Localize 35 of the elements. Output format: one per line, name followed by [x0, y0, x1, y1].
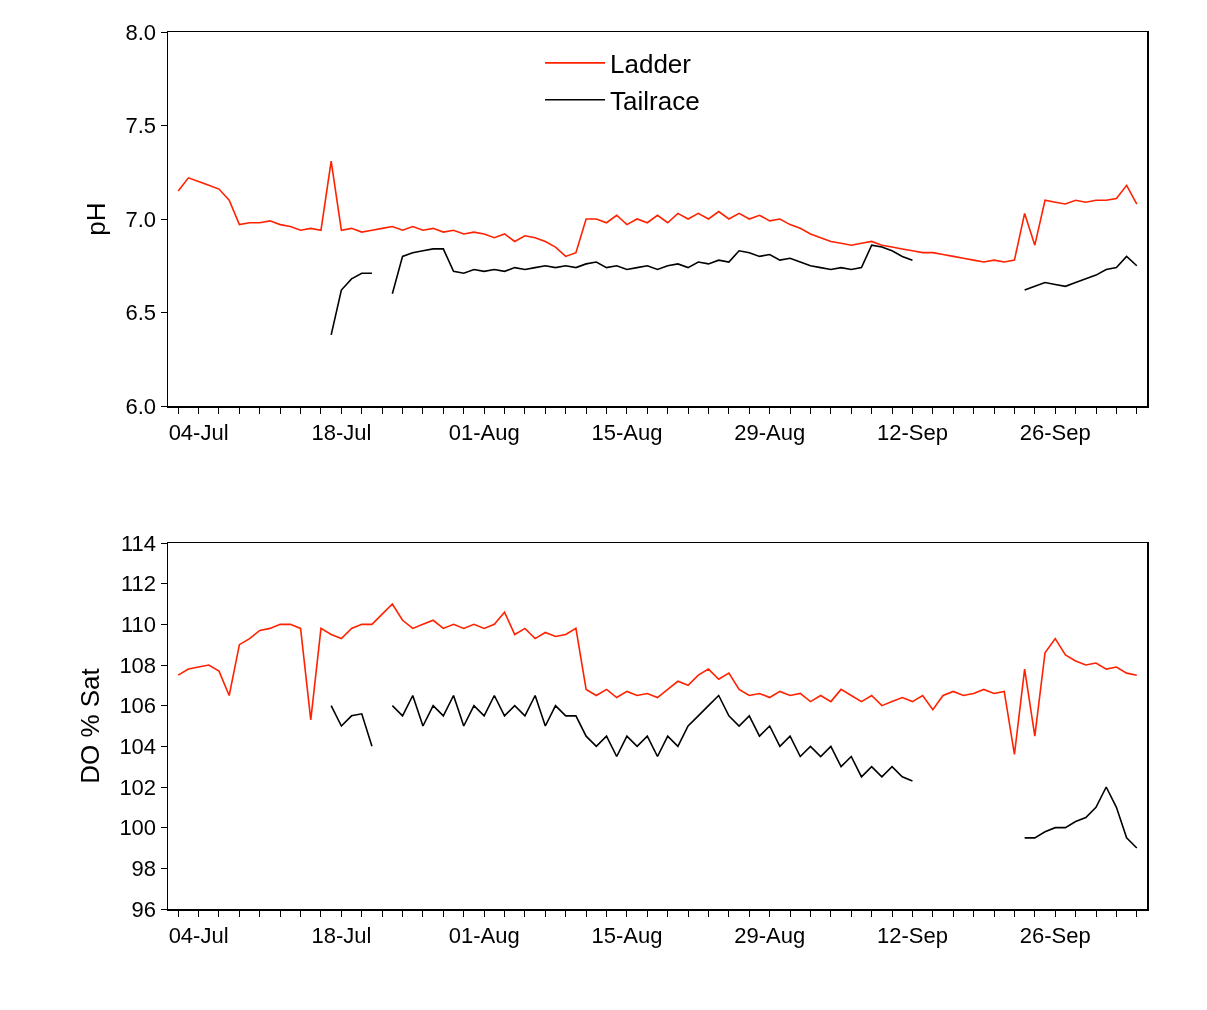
y-axis-title: pH	[81, 202, 112, 236]
x-tick-label: 12-Sep	[876, 922, 948, 948]
y-tick-label: 7.0	[125, 206, 157, 232]
x-tick-label: 26-Sep	[1019, 922, 1091, 948]
y-tick-label: 102	[119, 774, 157, 800]
y-tick-label: 110	[121, 612, 157, 638]
x-tick-label: 15-Aug	[591, 922, 663, 948]
x-tick-label: 18-Jul	[311, 922, 372, 948]
y-tick-label: 108	[119, 652, 157, 678]
y-tick-label: 8.0	[125, 19, 157, 45]
x-tick-label: 15-Aug	[591, 419, 663, 445]
x-tick-label: 29-Aug	[734, 922, 806, 948]
y-axis-title: DO % Sat	[75, 667, 106, 784]
y-tick-label: 6.5	[125, 300, 157, 326]
x-tick-label: 04-Jul	[168, 419, 229, 445]
y-tick-label: 96	[131, 896, 157, 922]
x-tick-label: 01-Aug	[448, 419, 520, 445]
y-tick-label: 98	[131, 856, 157, 882]
x-tick-label: 12-Sep	[876, 419, 948, 445]
y-tick-label: 106	[119, 693, 157, 719]
y-tick-label: 114	[121, 530, 157, 556]
legend-label: Ladder	[610, 49, 692, 80]
y-tick-label: 7.5	[125, 113, 157, 139]
x-tick-label: 04-Jul	[168, 922, 229, 948]
legend-label: Tailrace	[610, 85, 700, 116]
x-tick-label: 01-Aug	[448, 922, 520, 948]
x-tick-label: 26-Sep	[1019, 419, 1091, 445]
x-tick-label: 18-Jul	[311, 419, 372, 445]
line-series	[177, 603, 1138, 756]
line-series	[177, 160, 1138, 263]
y-tick-label: 104	[119, 734, 157, 760]
y-tick-label: 100	[119, 815, 157, 841]
y-tick-label: 112	[121, 571, 157, 597]
x-tick-label: 29-Aug	[734, 419, 806, 445]
y-tick-label: 6.0	[125, 393, 157, 419]
